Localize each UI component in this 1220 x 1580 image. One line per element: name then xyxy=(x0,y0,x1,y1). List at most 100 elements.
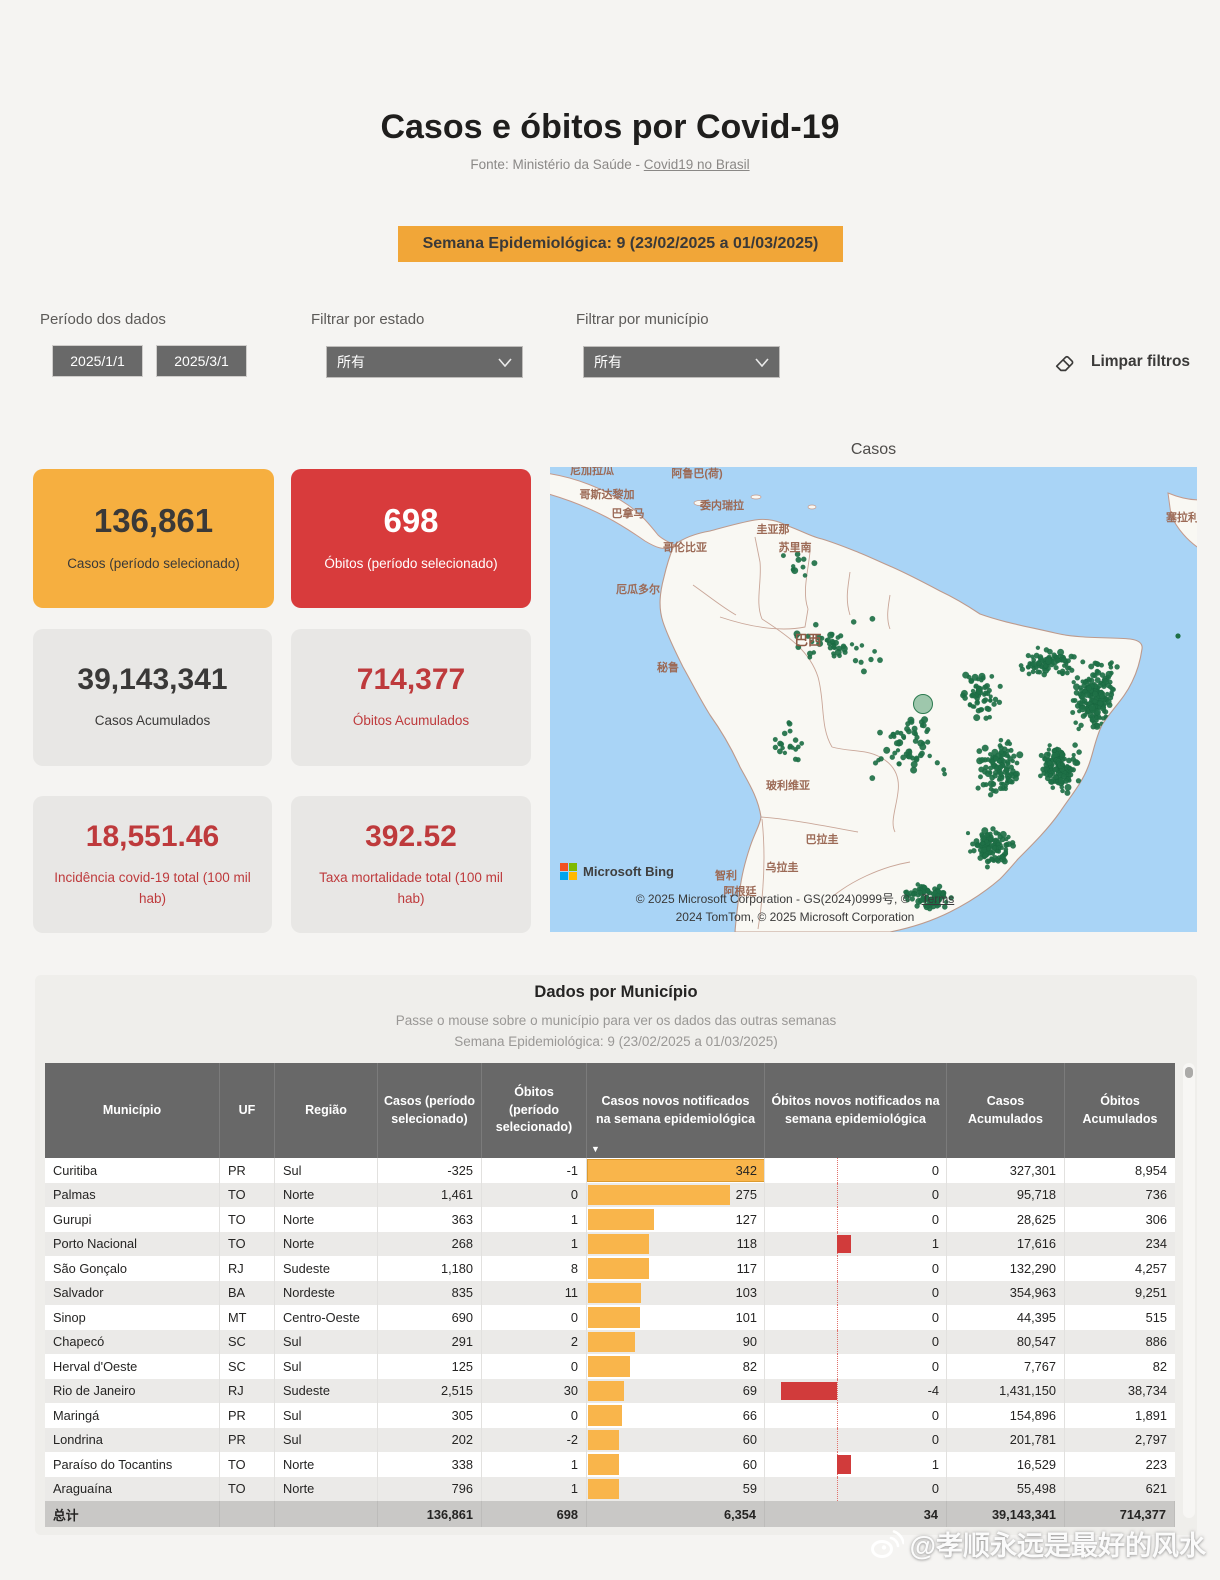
scrollbar-thumb[interactable] xyxy=(1185,1067,1193,1078)
table-row[interactable]: Araguaína TO Norte 796 1 59 0 55,498 621 xyxy=(45,1476,1175,1501)
cell-regiao: Norte xyxy=(275,1231,378,1256)
cell-obitos-acumulados: 2,797 xyxy=(1134,1432,1167,1448)
cell-casos-acumulados: 44,395 xyxy=(947,1305,1065,1330)
col-header-casos-periodo[interactable]: Casos (período selecionado) xyxy=(378,1063,482,1158)
cases-map[interactable]: 尼加拉瓜 哥斯达黎加 巴拿马 阿鲁巴(荷) 委内瑞拉 圭亚那 苏里南 哥伦比亚 厄瓜多尔 秘鲁 巴西… xyxy=(550,467,1197,932)
cell-obitos: 8 xyxy=(482,1256,587,1281)
source-prefix: Fonte: Ministério da Saúde - xyxy=(470,157,644,172)
chevron-down-icon xyxy=(755,357,769,367)
cell-uf: SC xyxy=(220,1329,275,1354)
cell-municipio: Sinop xyxy=(45,1305,220,1330)
microsoft-logo-icon xyxy=(560,863,577,880)
cell-uf: BA xyxy=(220,1280,275,1305)
kpi-label: Taxa mortalidade total (100 mil hab) xyxy=(319,870,503,906)
cell-casos-acumulados: 55,498 xyxy=(947,1476,1065,1501)
table-row[interactable]: Chapecó SC Sul 291 2 90 0 80,547 886 xyxy=(45,1329,1175,1354)
date-start-input[interactable]: 2025/1/1 xyxy=(52,345,143,377)
cell-municipio: Curitiba xyxy=(45,1158,220,1183)
map-country-label: 巴拉圭 xyxy=(805,834,839,846)
table-subtitle-week: Semana Epidemiológica: 9 (23/02/2025 a 0… xyxy=(454,1034,778,1049)
col-header-uf[interactable]: UF xyxy=(220,1063,275,1158)
cell-obitos-acumulados: 306 xyxy=(1145,1211,1167,1227)
table-row[interactable]: São Gonçalo RJ Sudeste 1,180 8 117 0 132,290 4,2… xyxy=(45,1256,1175,1281)
cell-uf: RJ xyxy=(220,1378,275,1403)
cell-obitos-acumulados: 736 xyxy=(1145,1187,1167,1203)
cell-obitos-novos-bar: 0 xyxy=(765,1280,947,1305)
table-row[interactable]: Palmas TO Norte 1,461 0 275 0 95,718 736 xyxy=(45,1182,1175,1207)
cell-obitos-acumulados: 1,891 xyxy=(1134,1407,1167,1423)
cell-regiao: Sul xyxy=(275,1403,378,1428)
total-casos-acumulados: 39,143,341 xyxy=(947,1501,1065,1527)
cell-obitos: 1 xyxy=(482,1207,587,1232)
clear-filters-label: Limpar filtros xyxy=(1091,352,1191,370)
col-header-municipio[interactable]: Município xyxy=(45,1063,220,1158)
south-america-map xyxy=(550,467,1197,932)
cell-obitos-novos-bar: 0 xyxy=(765,1182,947,1207)
cell-obitos-acumulados: 82 xyxy=(1152,1358,1167,1374)
table-row[interactable]: Maringá PR Sul 305 0 66 0 154,896 1,891 xyxy=(45,1403,1175,1428)
attribution-line1: © 2025 Microsoft Corporation - GS(2024)0… xyxy=(635,892,910,906)
cell-casos: 202 xyxy=(378,1427,482,1452)
table-row[interactable]: Gurupi TO Norte 363 1 127 0 28,625 306 xyxy=(45,1207,1175,1232)
cell-casos-acumulados: 154,896 xyxy=(947,1403,1065,1428)
table-row[interactable]: Rio de Janeiro RJ Sudeste 2,515 30 69 -4 1,431,… xyxy=(45,1378,1175,1403)
cell-casos-acumulados: 80,547 xyxy=(947,1329,1065,1354)
eraser-icon xyxy=(1055,355,1074,372)
clear-filters-button[interactable]: Limpar filtros xyxy=(1052,349,1190,374)
cell-obitos: 30 xyxy=(482,1378,587,1403)
cell-uf: TO xyxy=(220,1182,275,1207)
cell-casos-novos-bar: 59 xyxy=(587,1476,765,1501)
col-header-obitos-novos[interactable]: Óbitos novos notificados na semana epide… xyxy=(765,1063,947,1158)
cell-obitos-novos-bar: -4 xyxy=(765,1378,947,1403)
table-row[interactable]: Sinop MT Centro-Oeste 690 0 101 0 44,395 515 xyxy=(45,1305,1175,1330)
municipality-filter-dropdown[interactable]: 所有 xyxy=(583,346,780,378)
kpi-casos-acumulados: 39,143,341 Casos Acumulados xyxy=(33,629,272,766)
kpi-label: Incidência covid-19 total (100 mil hab) xyxy=(54,870,251,906)
cell-obitos-novos-bar: 1 xyxy=(765,1452,947,1477)
cell-casos: 338 xyxy=(378,1452,482,1477)
map-country-label: 巴拿马 xyxy=(611,508,645,520)
cell-municipio: Gurupi xyxy=(45,1207,220,1232)
kpi-value: 18,551.46 xyxy=(85,820,220,854)
cell-municipio: Rio de Janeiro xyxy=(45,1378,220,1403)
table-row[interactable]: Londrina PR Sul 202 -2 60 0 201,781 2,797 xyxy=(45,1427,1175,1452)
col-header-label: Casos novos notificados na semana epidem… xyxy=(595,1094,756,1126)
col-header-regiao[interactable]: Região xyxy=(275,1063,378,1158)
col-header-casos-acumulados[interactable]: Casos Acumulados xyxy=(947,1063,1065,1158)
total-label: 总计 xyxy=(45,1501,220,1527)
table-row[interactable]: Curitiba PR Sul -325 -1 342 0 327,301 8,954 xyxy=(45,1158,1175,1183)
col-header-casos-novos[interactable]: Casos novos notificados na semana epidem… xyxy=(587,1063,765,1158)
kpi-label: Óbitos (período selecionado) xyxy=(324,556,498,572)
table-row[interactable]: Herval d'Oeste SC Sul 125 0 82 0 7,767 82 xyxy=(45,1354,1175,1379)
source-link[interactable]: Covid19 no Brasil xyxy=(643,157,750,172)
cell-obitos-novos-bar: 1 xyxy=(765,1231,947,1256)
col-header-obitos-periodo[interactable]: Óbitos (período selecionado) xyxy=(482,1063,587,1158)
map-country-label: 苏里南 xyxy=(778,542,812,554)
cell-obitos-novos-bar: 0 xyxy=(765,1427,947,1452)
state-filter-dropdown[interactable]: 所有 xyxy=(326,346,523,378)
sort-descending-icon: ▼ xyxy=(591,1144,600,1155)
table-row[interactable]: Porto Nacional TO Norte 268 1 118 1 17,616 234 xyxy=(45,1231,1175,1256)
municipality-table-section: Dados por Município Passe o mouse sobre … xyxy=(35,975,1197,1535)
table-row[interactable]: Paraíso do Tocantins TO Norte 338 1 60 1 16,529… xyxy=(45,1452,1175,1477)
table-row[interactable]: Salvador BA Nordeste 835 11 103 0 354,963 9,251 xyxy=(45,1280,1175,1305)
cell-obitos: 2 xyxy=(482,1329,587,1354)
cell-obitos-acumulados: 223 xyxy=(1145,1456,1167,1472)
cell-regiao: Sul xyxy=(275,1427,378,1452)
cell-casos-novos-bar: 117 xyxy=(587,1256,765,1281)
col-header-obitos-acumulados[interactable]: Óbitos Acumulados xyxy=(1082,1094,1158,1126)
cell-regiao: Nordeste xyxy=(275,1280,378,1305)
total-casos: 136,861 xyxy=(378,1501,482,1527)
state-filter-value: 所有 xyxy=(337,354,365,370)
cell-municipio: Chapecó xyxy=(45,1329,220,1354)
cell-uf: PR xyxy=(220,1427,275,1452)
cell-obitos-acumulados: 515 xyxy=(1145,1309,1167,1325)
cell-regiao: Norte xyxy=(275,1452,378,1477)
cell-obitos-novos-bar: 0 xyxy=(765,1476,947,1501)
municipality-filter-value: 所有 xyxy=(594,354,622,370)
cell-uf: RJ xyxy=(220,1256,275,1281)
period-filter-label: Período dos dados xyxy=(40,311,166,328)
date-end-input[interactable]: 2025/3/1 xyxy=(156,345,247,377)
cell-casos: 1,461 xyxy=(378,1182,482,1207)
terms-link[interactable]: Terms xyxy=(921,892,955,906)
